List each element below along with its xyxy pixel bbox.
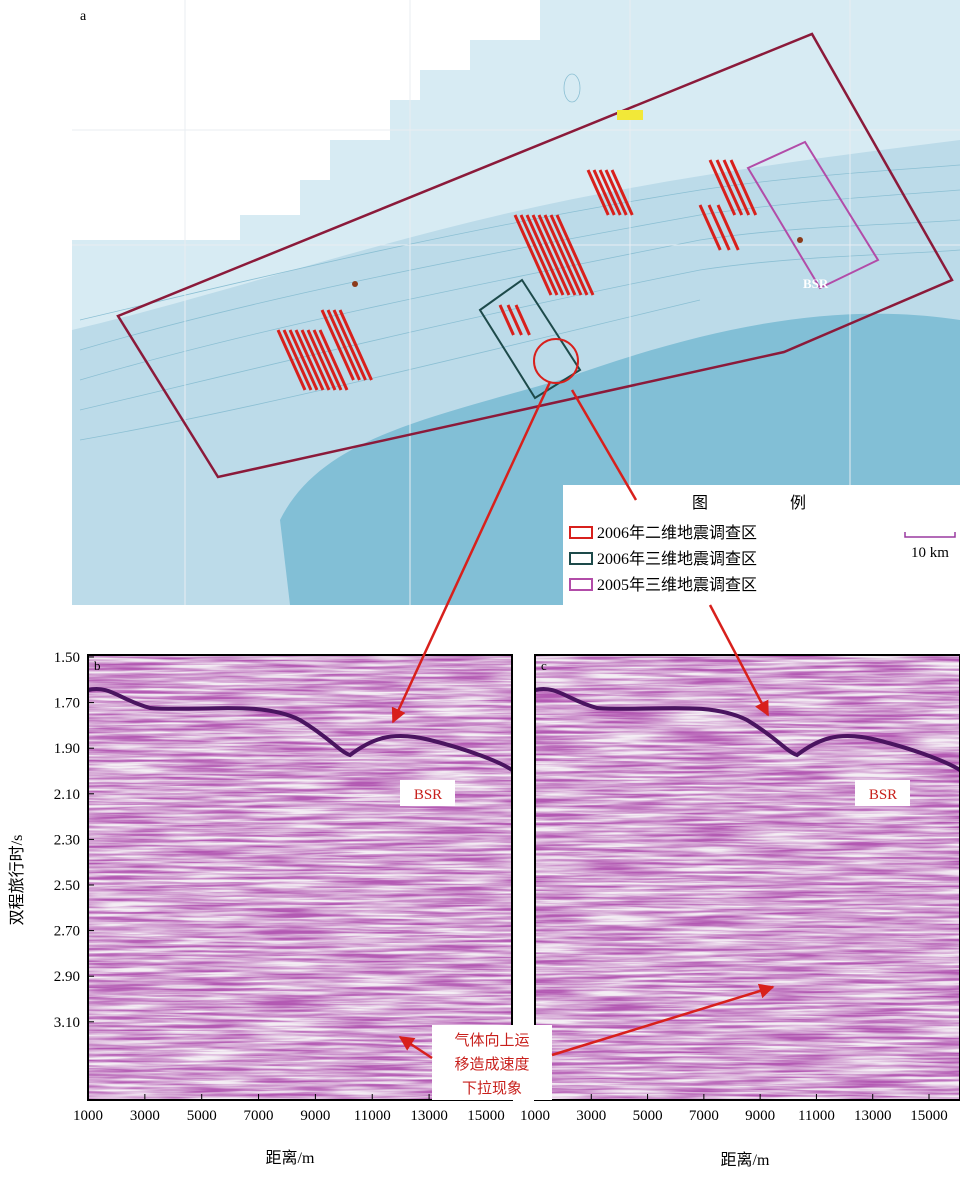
legend-swatch [570, 527, 592, 538]
y-axis-label: 双程旅行时/s [8, 835, 26, 926]
section-c: c BSR [535, 655, 960, 1100]
legend-item: 2006年三维地震调查区 [597, 550, 757, 568]
bsr-label: BSR [803, 276, 829, 291]
y-tick-label: 3.10 [54, 1015, 80, 1031]
x-tick-label: 11000 [354, 1108, 391, 1124]
panel-label: a [80, 9, 87, 24]
y-tick-label: 2.50 [54, 878, 80, 894]
legend-item: 2005年三维地震调查区 [597, 576, 757, 594]
x-tick-label: 9000 [745, 1108, 775, 1124]
legend-title: 例 [790, 494, 806, 512]
y-tick-label: 2.30 [54, 832, 80, 848]
legend-title: 图 [692, 495, 708, 512]
x-tick-label: 15000 [467, 1108, 505, 1124]
y-tick-label: 1.90 [54, 741, 80, 757]
x-tick-label: 13000 [854, 1108, 892, 1124]
y-tick-label: 1.70 [54, 696, 80, 712]
figure: a BSR 图 例 2006年二维地震调查区 2006年三维地震调查区 2005… [0, 0, 960, 1173]
x-tick-label: 5000 [187, 1108, 217, 1124]
panel-label: c [541, 658, 547, 673]
x-tick-label: 3000 [576, 1108, 606, 1124]
x-axis-label: 距离/m [266, 1149, 315, 1167]
x-tick-label: 1000 [73, 1108, 103, 1124]
x-tick-label: 7000 [244, 1108, 274, 1124]
marker [617, 110, 643, 120]
x-tick-label: 11000 [798, 1108, 835, 1124]
legend-swatch [570, 579, 592, 590]
x-tick-label: 9000 [300, 1108, 330, 1124]
x-tick-label: 3000 [130, 1108, 160, 1124]
bsr-label: BSR [869, 787, 897, 803]
x-tick-label: 5000 [633, 1108, 663, 1124]
x-tick-label: 13000 [410, 1108, 448, 1124]
legend-item: 2006年二维地震调查区 [597, 524, 757, 542]
y-tick-label: 2.70 [54, 924, 80, 940]
site [352, 281, 358, 287]
y-tick-label: 2.10 [54, 787, 80, 803]
annotation: 移造成速度 [454, 1056, 529, 1073]
x-tick-label: 7000 [689, 1108, 719, 1124]
scale-label: 10 km [911, 545, 949, 561]
y-tick-label: 1.50 [54, 650, 80, 666]
x-tick-label: 1000 [520, 1108, 550, 1124]
annotation: 气体向上运 [454, 1032, 529, 1049]
site [797, 237, 803, 243]
x-tick-label: 15000 [910, 1108, 948, 1124]
bsr-label: BSR [414, 787, 442, 803]
panel-label: b [94, 658, 101, 673]
map: a BSR 图 例 2006年二维地震调查区 2006年三维地震调查区 2005… [72, 0, 960, 605]
y-tick-label: 2.90 [54, 969, 80, 985]
legend-swatch [570, 553, 592, 564]
annotation: 下拉现象 [462, 1080, 522, 1097]
x-axis-label: 距离/m [721, 1151, 770, 1169]
